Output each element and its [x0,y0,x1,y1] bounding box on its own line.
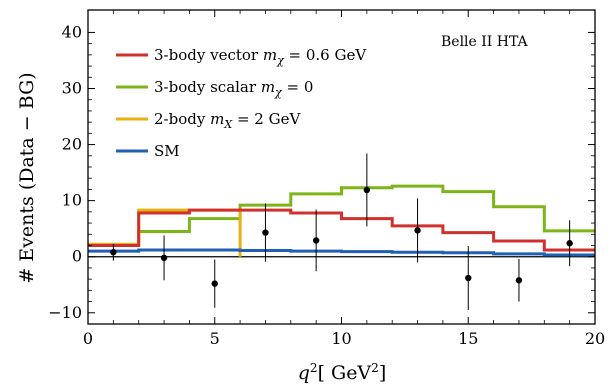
y-tick-label: 40 [62,22,82,41]
x-tick-label: 20 [585,329,605,348]
data-point [465,274,472,282]
data-point [414,227,421,234]
y-tick-label: 0 [72,247,82,266]
data-point [312,237,320,244]
data-point [211,280,218,287]
legend: 3-body vector mχ = 0.6 GeV 3-body scalar … [116,46,367,160]
series-line-sm [88,248,595,257]
data-point [515,277,523,284]
x-tick-label: 10 [331,329,351,348]
data-point [262,229,269,236]
x-tick-label: 0 [83,329,93,348]
series-line-scalar [88,184,595,246]
data-point [363,186,371,194]
belle-annotation: Belle II HTA [441,34,529,50]
x-axis-title: q2[ GeV2] [298,361,386,384]
legend-label-scalar: 3-body scalar mχ = 0 [154,78,313,99]
legend-label-sm: SM [154,142,180,160]
x-tick-label: 15 [458,329,478,348]
legend-label-twobody: 2-body mX = 2 GeV [154,110,301,131]
y-tick-label: 30 [62,79,82,98]
legend-label-vector: 3-body vector mχ = 0.6 GeV [154,46,367,67]
plot-area [88,153,595,310]
series-line-vector [88,208,595,252]
y-tick-label: 10 [62,191,82,210]
data-point [110,249,117,256]
y-tick-label: 20 [62,135,82,154]
x-tick-label: 5 [210,329,220,348]
data-point [160,254,168,262]
y-tick-label: −10 [48,303,82,322]
y-axis-title: # Events (Data − BG) [16,72,38,283]
data-point [566,240,573,247]
